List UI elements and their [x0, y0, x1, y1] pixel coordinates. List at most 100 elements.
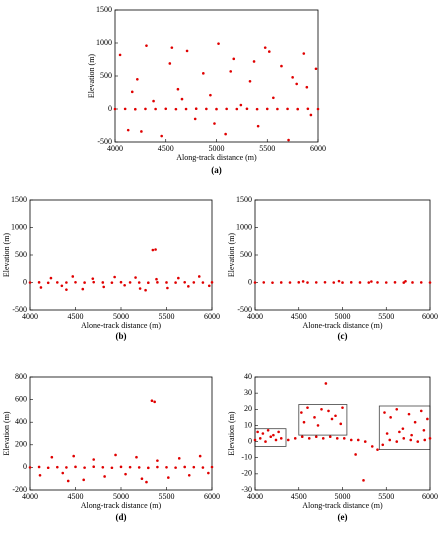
point: [101, 281, 105, 284]
y-tick-label: -20: [241, 469, 252, 478]
point: [168, 62, 172, 65]
point: [314, 281, 318, 284]
point: [217, 42, 220, 45]
x-tick-label: 5000: [209, 144, 225, 153]
point: [404, 279, 407, 283]
point: [138, 287, 142, 290]
panel: 4000 4500 5000 5500 6000 -500 0 500 1000 1500 Alon…: [2, 195, 220, 341]
point: [156, 459, 159, 462]
point: [286, 107, 289, 111]
point: [332, 281, 336, 284]
point: [296, 107, 300, 111]
point: [341, 406, 344, 409]
point: [46, 466, 50, 470]
y-axis-label: Elevation (m): [2, 411, 11, 456]
point: [134, 276, 137, 279]
point: [92, 465, 95, 469]
point: [413, 420, 417, 424]
point: [192, 465, 196, 469]
y-tick-label: -500: [237, 305, 252, 314]
panel: 4000 4500 5000 5500 6000 -200 0 200 400 600 800 Alo…: [2, 372, 220, 522]
x-tick-label: 4000: [247, 312, 263, 321]
point: [255, 107, 259, 111]
point: [71, 275, 75, 278]
point: [383, 411, 386, 414]
point: [165, 281, 168, 284]
point: [209, 93, 212, 97]
point: [370, 445, 374, 448]
point: [245, 107, 249, 111]
point: [272, 96, 275, 100]
point: [92, 458, 95, 461]
point: [166, 286, 169, 290]
point: [83, 466, 86, 469]
y-tick-label: -200: [12, 485, 27, 494]
point: [185, 49, 189, 53]
y-tick-label: -30: [241, 485, 252, 494]
point: [198, 454, 202, 458]
point: [334, 414, 337, 418]
point: [316, 107, 320, 111]
point: [153, 400, 156, 404]
point: [302, 420, 306, 424]
point: [269, 435, 273, 439]
y-tick-label: -500: [12, 305, 27, 314]
point: [81, 287, 85, 291]
x-tick-label: 5000: [113, 312, 129, 321]
point: [224, 132, 227, 136]
point: [82, 478, 85, 482]
y-tick-label: 0: [23, 462, 27, 471]
y-axis-label: Elevation (m): [2, 233, 11, 278]
point: [144, 288, 147, 292]
point: [419, 409, 423, 413]
point: [192, 281, 196, 284]
point: [297, 281, 301, 284]
point: [74, 465, 77, 469]
y-tick-label: 1500: [11, 195, 27, 204]
point: [384, 281, 388, 284]
point: [272, 433, 275, 437]
point: [180, 97, 184, 101]
point: [39, 286, 43, 289]
point: [316, 424, 320, 427]
point: [28, 466, 32, 469]
point: [174, 107, 178, 111]
point: [349, 281, 353, 284]
point: [201, 281, 205, 284]
point: [291, 76, 294, 79]
point: [232, 57, 236, 61]
y-tick-label: 1500: [96, 5, 112, 14]
point: [152, 99, 155, 103]
point: [61, 471, 65, 475]
point: [92, 280, 95, 284]
point: [60, 284, 64, 288]
point: [197, 275, 201, 278]
point: [302, 52, 306, 55]
point: [113, 107, 117, 111]
point: [193, 117, 197, 121]
point: [91, 277, 95, 280]
x-tick-label: 6000: [204, 492, 220, 501]
point: [286, 438, 290, 442]
panel-caption: (e): [338, 512, 348, 522]
y-tick-label: -500: [97, 137, 112, 146]
point: [38, 474, 42, 477]
point: [37, 281, 41, 284]
point: [65, 466, 68, 469]
point: [411, 281, 414, 284]
point: [265, 107, 269, 111]
point: [66, 479, 70, 483]
point: [140, 130, 143, 133]
point: [305, 85, 309, 89]
point: [205, 107, 208, 111]
y-tick-label: 0: [248, 436, 252, 445]
point: [300, 411, 303, 414]
x-tick-label: 4000: [22, 312, 38, 321]
y-tick-label: -10: [241, 453, 252, 462]
point: [140, 477, 144, 481]
point: [327, 409, 330, 413]
plot-frame: [29, 376, 213, 491]
x-tick-label: 5500: [259, 144, 275, 153]
point: [349, 438, 353, 442]
point: [248, 79, 252, 83]
